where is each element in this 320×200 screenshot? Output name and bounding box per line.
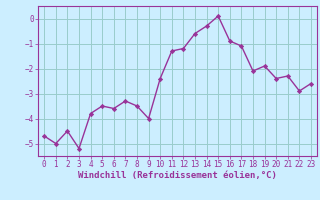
X-axis label: Windchill (Refroidissement éolien,°C): Windchill (Refroidissement éolien,°C) (78, 171, 277, 180)
